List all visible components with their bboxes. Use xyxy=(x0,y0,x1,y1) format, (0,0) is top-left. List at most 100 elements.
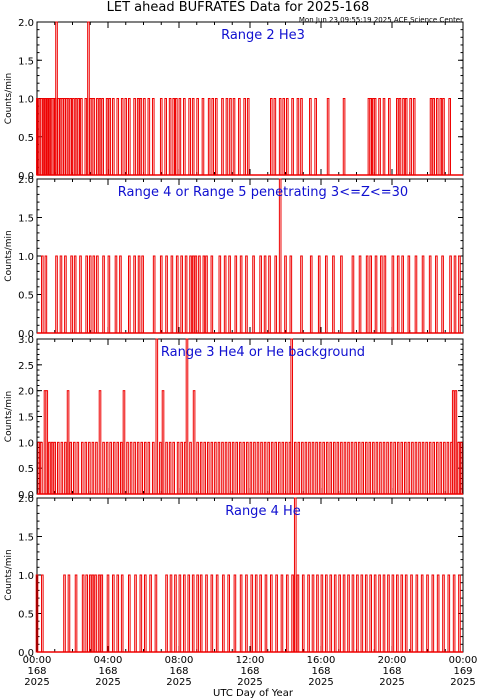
data-spike xyxy=(84,98,88,176)
data-spike xyxy=(270,98,273,176)
x-tick-year: 2025 xyxy=(166,677,191,688)
data-spike xyxy=(315,441,318,495)
data-spike xyxy=(364,574,368,653)
data-spike xyxy=(273,98,277,176)
x-tick-time: 16:00 xyxy=(307,655,336,666)
data-spike xyxy=(414,255,418,334)
data-spike xyxy=(448,98,451,176)
data-spike xyxy=(155,338,159,495)
data-spike xyxy=(124,98,128,176)
y-tick-label: 2.0 xyxy=(18,494,34,505)
data-spike xyxy=(357,441,361,495)
data-spike xyxy=(73,255,77,334)
data-spike xyxy=(325,441,329,495)
data-spike xyxy=(369,574,372,653)
data-spike xyxy=(72,98,75,176)
data-spike xyxy=(184,255,188,334)
panel-1: 0.0 0.5 1.0 1.5 2.0 Counts/min Range 2 He3 xyxy=(4,18,464,182)
data-spike xyxy=(358,255,362,334)
data-spike xyxy=(96,98,99,176)
data-spike xyxy=(293,441,297,495)
data-spike xyxy=(136,441,140,495)
y-tick-label: 2.0 xyxy=(18,387,34,398)
data-spike xyxy=(191,98,195,176)
data-spike xyxy=(178,574,182,653)
data-spike xyxy=(320,574,324,653)
data-spike xyxy=(192,390,196,495)
data-spike xyxy=(396,255,400,334)
data-spike xyxy=(180,255,183,334)
data-spike xyxy=(442,98,445,176)
data-spike xyxy=(421,441,425,495)
data-spike xyxy=(347,441,350,495)
x-tick-year: 2025 xyxy=(308,677,333,688)
data-spike xyxy=(210,574,214,653)
data-spike xyxy=(92,255,96,334)
data-spike xyxy=(137,255,141,334)
data-spike xyxy=(210,255,214,334)
data-spike xyxy=(270,574,273,653)
data-spike xyxy=(189,441,192,495)
y-tick-label: 0.5 xyxy=(18,464,34,475)
data-spike xyxy=(407,441,411,495)
data-spike xyxy=(396,98,399,176)
data-spike xyxy=(172,98,175,176)
data-spike xyxy=(231,441,235,495)
data-spike xyxy=(414,441,418,495)
data-spike xyxy=(400,441,404,495)
y-tick-label: 2.0 xyxy=(18,175,34,186)
data-spike xyxy=(428,441,432,495)
data-spike xyxy=(112,98,115,176)
data-spike xyxy=(194,255,198,334)
data-spike xyxy=(147,441,151,495)
data-spike xyxy=(116,98,120,176)
y-axis-title: Counts/min xyxy=(4,73,14,124)
data-spike xyxy=(270,441,274,495)
data-spike xyxy=(389,441,393,495)
data-spike xyxy=(91,574,95,653)
data-spike xyxy=(114,255,118,334)
data-spike xyxy=(180,441,183,495)
data-spike xyxy=(268,255,271,334)
data-spike xyxy=(207,98,211,176)
y-axis-title: Counts/min xyxy=(4,391,14,442)
data-spike xyxy=(447,574,451,653)
data-spike xyxy=(379,441,382,495)
data-spike xyxy=(246,441,249,495)
data-spike xyxy=(201,98,205,176)
data-spike xyxy=(164,98,167,176)
data-spike xyxy=(55,255,58,334)
data-spike xyxy=(439,441,443,495)
data-spike xyxy=(284,255,287,334)
data-spike xyxy=(50,441,54,495)
panel-label: Range 4 or Range 5 penetrating 3<=Z<=30 xyxy=(118,185,408,200)
data-spike xyxy=(228,441,231,495)
y-axis-title: Counts/min xyxy=(4,549,14,600)
data-spike xyxy=(432,98,436,176)
panel-4: 0.0 0.5 1.0 1.5 2.0 Counts/min Range 4 He xyxy=(4,494,464,659)
data-spike xyxy=(361,441,365,495)
data-spike xyxy=(238,441,242,495)
data-spike xyxy=(222,574,225,653)
data-spike xyxy=(159,98,163,176)
data-spike xyxy=(263,441,267,495)
data-spike xyxy=(97,574,101,653)
data-spike xyxy=(91,441,95,495)
data-spike xyxy=(307,574,310,653)
data-spike xyxy=(415,574,419,653)
data-spike xyxy=(165,574,168,653)
data-spike xyxy=(143,574,147,653)
data-spike xyxy=(338,574,341,653)
data-spike xyxy=(382,574,386,653)
data-spike xyxy=(69,98,73,176)
data-spike xyxy=(301,574,305,653)
data-spike xyxy=(233,574,237,653)
data-spike xyxy=(168,441,172,495)
y-axis-title: Counts/min xyxy=(4,230,14,281)
data-spike xyxy=(347,574,350,653)
data-spike xyxy=(116,441,120,495)
data-spike xyxy=(249,441,253,495)
data-spike xyxy=(40,441,43,495)
data-spike xyxy=(439,98,443,176)
